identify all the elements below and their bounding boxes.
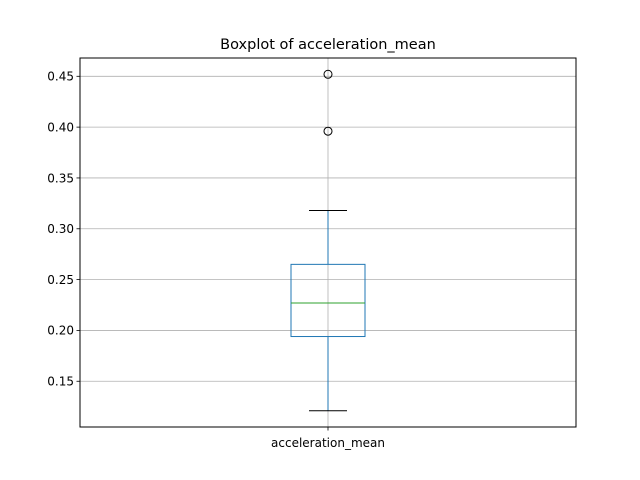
y-tick-label: 0.35 xyxy=(47,171,74,185)
box-layer xyxy=(290,69,366,412)
outlier-point xyxy=(323,126,333,136)
iqr-box xyxy=(290,263,366,338)
x-tick-label: acceleration_mean xyxy=(271,436,385,450)
y-tick-label: 0.45 xyxy=(47,70,74,84)
y-tick-label: 0.25 xyxy=(47,273,74,287)
y-tick-label: 0.20 xyxy=(47,324,74,338)
axis-layer: 0.15 0.20 0.25 0.30 0.35 0.40 0.45 acceleration… xyxy=(47,70,385,450)
outlier-point xyxy=(323,69,333,79)
y-tick-label: 0.30 xyxy=(47,222,74,236)
y-tick-label: 0.40 xyxy=(47,120,74,134)
chart-title: Boxplot of acceleration_mean xyxy=(220,37,436,53)
y-tick-label: 0.15 xyxy=(47,375,74,389)
plot-frame xyxy=(79,57,577,428)
